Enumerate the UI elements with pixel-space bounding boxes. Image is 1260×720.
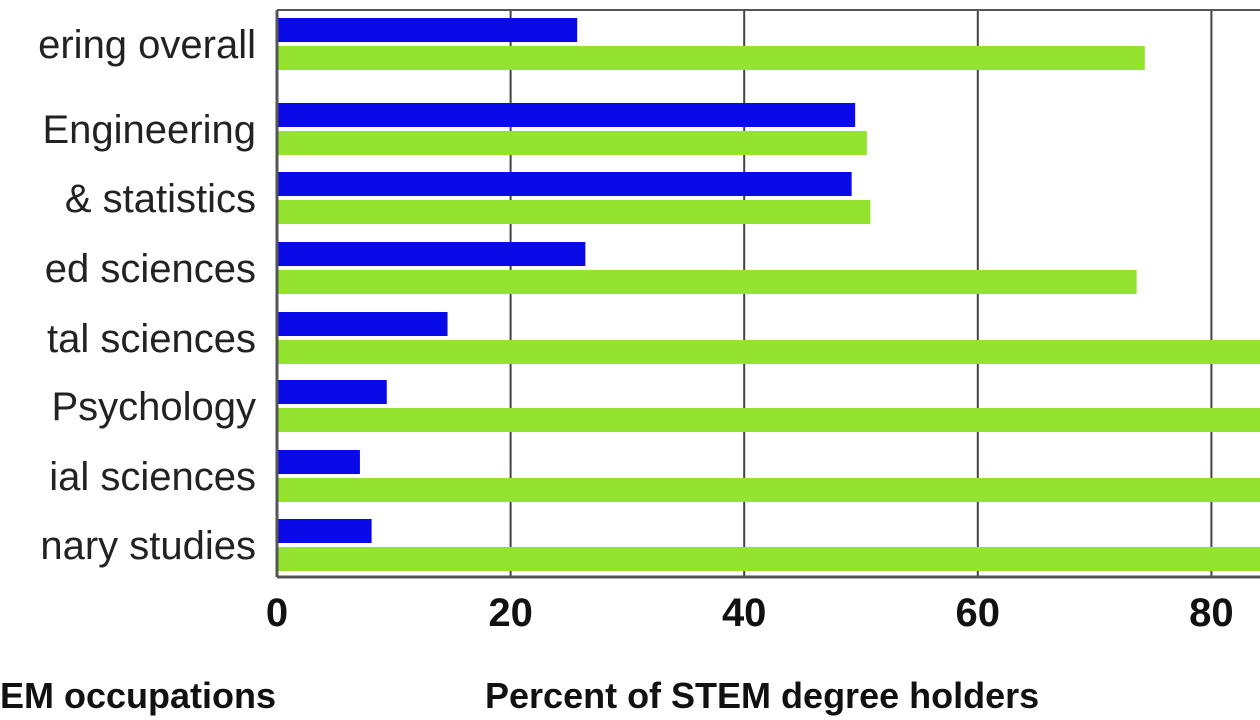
bar-blue-5 (277, 380, 387, 404)
bar-green-5 (277, 408, 1260, 432)
bar-green-7 (277, 547, 1260, 571)
bar-blue-2 (277, 172, 852, 196)
category-label: ed sciences (45, 247, 256, 291)
bar-blue-3 (277, 242, 586, 266)
bar-green-0 (277, 46, 1145, 70)
bar-green-3 (277, 270, 1137, 294)
bar-green-6 (277, 478, 1260, 502)
bar-green-2 (277, 200, 871, 224)
category-label: & statistics (65, 177, 256, 221)
x-axis-label-left: EM occupations (0, 675, 276, 716)
bar-blue-4 (277, 312, 448, 336)
bar-blue-0 (277, 18, 578, 42)
bar-green-1 (277, 131, 867, 155)
bar-blue-7 (277, 519, 372, 543)
category-label: Engineering (43, 108, 257, 152)
bar-blue-6 (277, 450, 360, 474)
category-label: nary studies (40, 524, 256, 568)
x-tick-label: 80 (1189, 591, 1234, 635)
category-label: Psychology (51, 385, 256, 429)
x-tick-label: 0 (266, 591, 288, 635)
category-label: ial sciences (49, 455, 256, 499)
x-tick-label: 40 (722, 591, 767, 635)
x-axis-label: Percent of STEM degree holders (485, 675, 1039, 716)
category-label: tal sciences (47, 317, 256, 361)
x-tick-label: 20 (488, 591, 533, 635)
bar-green-4 (277, 340, 1260, 364)
bar-blue-1 (277, 103, 856, 127)
category-label: ering overall (38, 23, 256, 67)
x-tick-label: 60 (956, 591, 1001, 635)
